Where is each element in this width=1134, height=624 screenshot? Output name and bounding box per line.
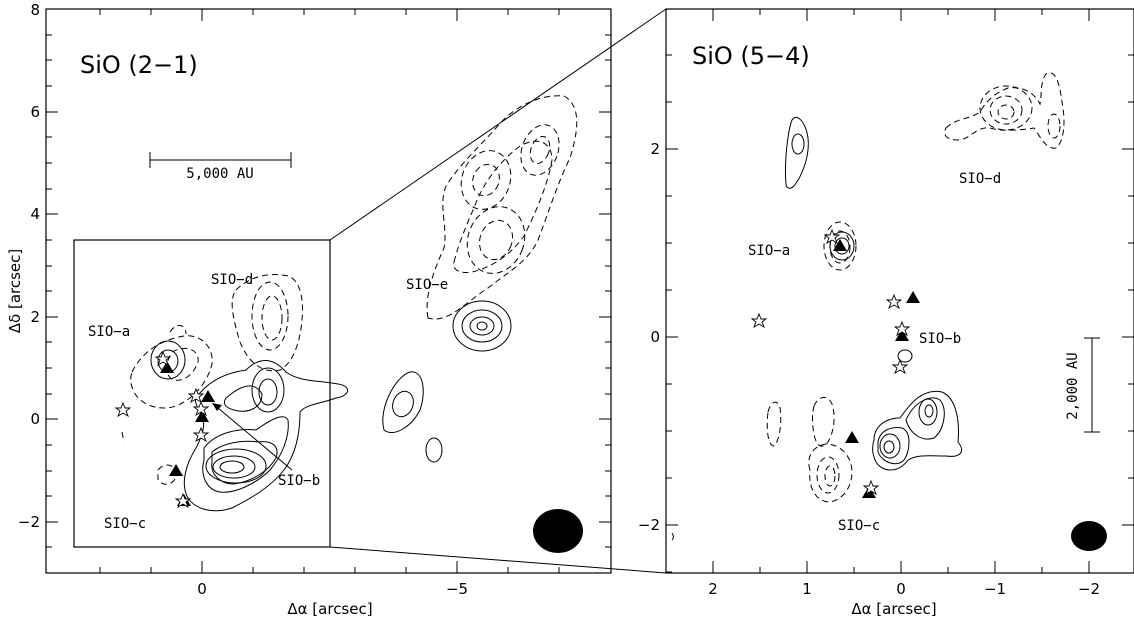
left-ytick-label: 0 xyxy=(30,410,40,428)
right-markers xyxy=(750,228,920,498)
region-label-sio-a: SIO−a xyxy=(88,324,130,340)
region-label-sio-c: SIO−c xyxy=(104,516,146,532)
left-x-axis-label: Δα [arcsec] xyxy=(287,600,372,618)
region-label-sio-d: SIO−d xyxy=(211,272,253,288)
beam-ellipse xyxy=(1071,521,1107,551)
region-label-sio-b: SIO−b xyxy=(919,331,961,347)
star-marker xyxy=(750,312,768,329)
star-marker xyxy=(885,293,903,310)
star-marker xyxy=(862,479,880,496)
right-xtick-label: 1 xyxy=(802,580,812,598)
right-panel: −2 0 2 2 1 0 −1 −2 Δα [arcsec] SiO (5−4) xyxy=(638,8,1134,618)
region-label-sio-a: SIO−a xyxy=(748,243,790,259)
left-xtick-label: 0 xyxy=(197,580,207,598)
right-ytick-label: −2 xyxy=(638,516,660,534)
left-ytick-label: 6 xyxy=(30,103,40,121)
arrow-to-sio-b xyxy=(212,403,293,471)
right-plot-frame xyxy=(665,8,1134,574)
left-negative-contours xyxy=(121,95,578,485)
star-marker xyxy=(823,228,841,245)
left-scale-bar: 5,000 AU xyxy=(149,152,292,182)
left-y-axis: −2 0 2 4 6 8 Δδ [arcsec] xyxy=(6,1,611,548)
right-x-axis-label: Δα [arcsec] xyxy=(851,600,936,618)
source-triangle xyxy=(201,390,215,402)
star-marker xyxy=(174,492,192,509)
source-triangle xyxy=(895,329,909,341)
source-triangle xyxy=(195,410,209,422)
star-marker xyxy=(187,387,205,404)
source-triangle xyxy=(160,361,174,373)
right-scale-bar: 2,000 AU xyxy=(1065,337,1100,433)
left-panel: −2 0 2 4 6 8 Δδ [arcsec] 0 −5 Δα [arcsec… xyxy=(6,1,612,618)
right-positive-contours xyxy=(671,116,962,541)
left-ytick-label: 8 xyxy=(30,1,40,19)
left-ytick-label: 4 xyxy=(30,205,40,223)
right-panel-title: SiO (5−4) xyxy=(692,42,810,70)
left-y-axis-label: Δδ [arcsec] xyxy=(6,249,24,333)
right-xtick-label: −1 xyxy=(984,580,1006,598)
right-xtick-label: 2 xyxy=(708,580,718,598)
star-marker xyxy=(154,350,172,367)
left-ytick-label: 2 xyxy=(30,308,40,326)
source-triangle xyxy=(833,239,847,251)
left-markers xyxy=(114,350,215,509)
zoom-connector-lines xyxy=(329,8,667,574)
left-xtick-label: −5 xyxy=(446,580,468,598)
right-ytick-label: 2 xyxy=(650,140,660,158)
right-negative-contours xyxy=(766,72,1065,503)
star-marker xyxy=(192,400,210,417)
star-marker xyxy=(192,426,210,443)
source-triangle xyxy=(169,464,183,476)
right-ytick-label: 0 xyxy=(650,328,660,346)
right-y-axis: −2 0 2 xyxy=(638,54,1134,573)
star-marker xyxy=(893,320,911,337)
star-marker xyxy=(114,401,132,418)
star-marker xyxy=(891,358,909,375)
region-label-sio-e: SIO−e xyxy=(406,277,448,293)
region-label-sio-b: SIO−b xyxy=(278,473,320,489)
source-triangle xyxy=(845,431,859,443)
left-x-axis: 0 −5 Δα [arcsec] xyxy=(99,9,560,618)
left-positive-contours xyxy=(150,300,512,512)
left-plot-frame xyxy=(45,8,612,574)
zoom-region-box xyxy=(73,239,331,548)
right-x-axis: 2 1 0 −1 −2 Δα [arcsec] xyxy=(708,9,1100,618)
right-xtick-label: −2 xyxy=(1078,580,1100,598)
source-triangle xyxy=(906,291,920,303)
left-scale-bar-label: 5,000 AU xyxy=(186,166,253,182)
right-scale-bar-label: 2,000 AU xyxy=(1065,352,1081,419)
left-ytick-label: −2 xyxy=(18,513,40,531)
left-panel-title: SiO (2−1) xyxy=(80,51,198,79)
beam-ellipse xyxy=(533,509,583,553)
right-xtick-label: 0 xyxy=(896,580,906,598)
region-label-sio-c: SIO−c xyxy=(838,518,880,534)
region-label-sio-d: SIO−d xyxy=(959,171,1001,187)
